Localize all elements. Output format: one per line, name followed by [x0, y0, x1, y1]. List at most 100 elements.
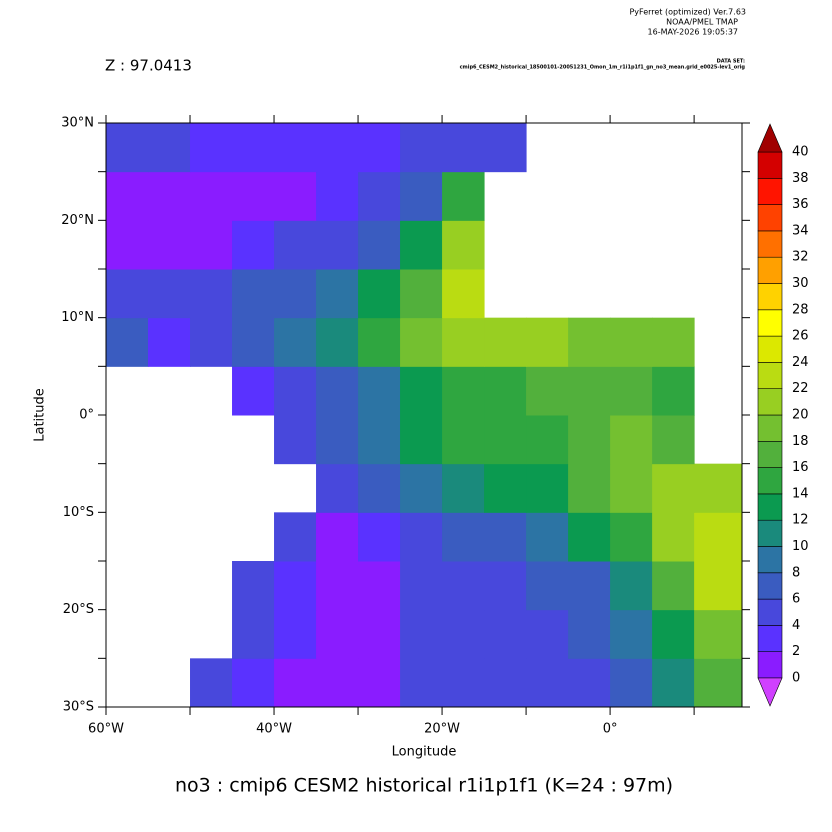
cell [610, 317, 653, 367]
field [106, 123, 743, 708]
cell [316, 269, 359, 319]
cell [442, 269, 485, 319]
cell [106, 269, 149, 319]
y-tick-label: 30°S [63, 700, 94, 715]
cell [568, 463, 611, 513]
colorbar-swatch [757, 598, 783, 626]
cell [610, 463, 653, 513]
axes: 60°W 40°W 20°W 0° 30°N 20°N 10°N 0° 10°S 20°S 30°S [61, 115, 750, 737]
cell [568, 317, 611, 367]
cell [568, 609, 611, 659]
cell [568, 512, 611, 562]
cell [358, 220, 401, 270]
cell [358, 658, 401, 708]
cell [400, 512, 443, 562]
colorbar-swatch [757, 467, 783, 495]
cell [526, 609, 569, 659]
colorbar-swatch [757, 519, 783, 547]
cell [274, 415, 317, 465]
cell [274, 609, 317, 659]
cell [442, 512, 485, 562]
cell [274, 269, 317, 319]
cell [106, 123, 149, 173]
y-tick-label: 20°N [61, 213, 94, 228]
cell [694, 512, 743, 562]
colorbar-swatch [757, 440, 783, 468]
cell [526, 317, 569, 367]
x-tick-label: 0° [603, 722, 618, 737]
cell [442, 415, 485, 465]
colorbar-swatch [757, 151, 783, 179]
y-tick-label: 0° [79, 408, 94, 423]
cell [484, 512, 527, 562]
cell [442, 123, 485, 173]
colorbar-label: 4 [792, 618, 800, 633]
colorbar-under [757, 677, 783, 707]
colorbar-swatch [757, 256, 783, 284]
y-tick-label: 30°N [61, 116, 94, 131]
x-tick-label: 20°W [424, 722, 460, 737]
y-tick-label: 20°S [63, 602, 94, 617]
cell [400, 171, 443, 221]
colorbar-swatch [757, 309, 783, 337]
cell [610, 658, 653, 708]
cell [232, 220, 275, 270]
cell [652, 609, 695, 659]
cell [358, 561, 401, 611]
colorbar-label: 40 [792, 145, 809, 160]
cell [316, 415, 359, 465]
cell [652, 366, 695, 416]
cell [316, 171, 359, 221]
colorbar-label: 14 [792, 486, 809, 501]
cell [148, 317, 191, 367]
cell [316, 123, 359, 173]
colorbar-label: 12 [792, 513, 809, 528]
cell [190, 171, 233, 221]
cell [274, 561, 317, 611]
cell [274, 366, 317, 416]
colorbar-label: 24 [792, 355, 809, 370]
chart-title: no3 : cmip6 CESM2 historical r1i1p1f1 (K… [175, 775, 673, 797]
colorbar-label: 34 [792, 223, 809, 238]
cell [358, 269, 401, 319]
cell [358, 317, 401, 367]
cell [442, 366, 485, 416]
colorbar-label: 16 [792, 460, 809, 475]
dataset-name: cmip6_CESM2_historical_18500101-20051231… [460, 65, 746, 71]
cell [148, 171, 191, 221]
x-tick-label: 60°W [88, 722, 124, 737]
cell [484, 658, 527, 708]
cell [358, 512, 401, 562]
colorbar-label: 30 [792, 276, 809, 291]
cell [232, 123, 275, 173]
colorbar-label: 32 [792, 250, 809, 265]
cell [568, 658, 611, 708]
cell [694, 463, 743, 513]
cell [148, 123, 191, 173]
colorbar-swatch [757, 493, 783, 521]
cell [568, 415, 611, 465]
cell [148, 269, 191, 319]
cell [442, 609, 485, 659]
cell [106, 220, 149, 270]
y-axis-label: Latitude [33, 388, 48, 442]
x-tick-label: 40°W [256, 722, 292, 737]
cell [610, 415, 653, 465]
cell [652, 415, 695, 465]
colorbar-swatch [757, 388, 783, 416]
cell [316, 609, 359, 659]
cell [316, 463, 359, 513]
cell [106, 171, 149, 221]
colorbar-label: 38 [792, 171, 809, 186]
cell [190, 317, 233, 367]
cell [400, 269, 443, 319]
cell [190, 123, 233, 173]
cell [484, 415, 527, 465]
cell [316, 512, 359, 562]
colorbar-label: 28 [792, 302, 809, 317]
cell [526, 463, 569, 513]
colorbar-label: 26 [792, 329, 809, 344]
colorbar-over [757, 123, 783, 153]
cell [232, 609, 275, 659]
